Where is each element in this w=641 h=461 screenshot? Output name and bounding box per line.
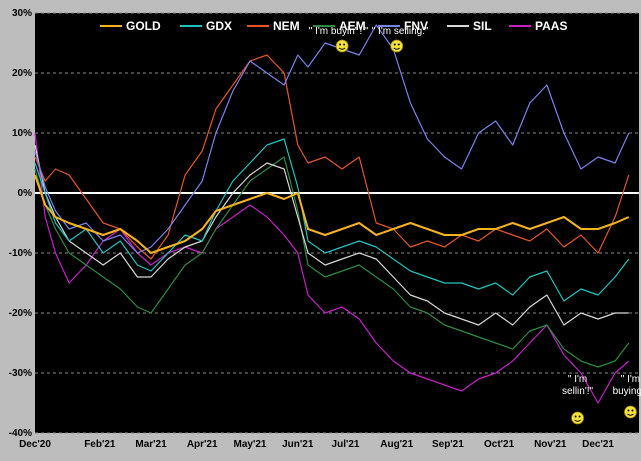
emoji-mouth [393, 47, 401, 50]
legend: GOLD GDX NEM AEM FNV SIL PAAS [100, 19, 567, 33]
legend-label-sil: SIL [473, 19, 492, 33]
emoji-sell-icon [571, 411, 584, 425]
y-tick-label: -10% [9, 248, 32, 259]
emoji-eye [339, 43, 342, 46]
series-line-gdx [34, 138, 630, 302]
annotation-label: buying." [613, 386, 641, 397]
legend-label-paas: PAAS [535, 19, 567, 33]
emoji-eye [343, 43, 346, 46]
y-tick-label: -40% [9, 428, 32, 439]
emoji-eye [393, 43, 396, 46]
x-tick-label: Dec'20 [19, 439, 51, 450]
annotations: " I'm buyin' ! " " I'm selling."" I'msell… [309, 26, 641, 397]
plot-background [35, 13, 639, 433]
series-line-sil [34, 144, 629, 326]
series-line-paas [34, 132, 630, 404]
emoji-eye [578, 415, 581, 418]
y-tick-label: 10% [12, 128, 32, 139]
emoji-face [390, 39, 404, 53]
emoji-mouth [627, 413, 634, 416]
y-tick-label: -20% [9, 308, 32, 319]
emoji-face [335, 39, 349, 53]
legend-label-nem: NEM [273, 19, 300, 33]
y-tick-label: 20% [12, 68, 32, 79]
series-line-fnv [34, 24, 630, 254]
emoji-buy-icon [624, 405, 637, 419]
y-tick-label: -30% [9, 368, 32, 379]
emoji-eye [627, 409, 630, 412]
x-tick-label: Aug'21 [380, 439, 413, 450]
annotation-label: sellin'!" [562, 386, 593, 397]
x-tick-label: Oct'21 [484, 439, 515, 450]
y-axis-ticks: 30% 20% 10% 0% -10% -20% -30% -40% [9, 8, 32, 439]
y-tick-label: 30% [12, 8, 32, 19]
x-tick-label: Jun'21 [282, 439, 314, 450]
annotation-label: " I'm [621, 374, 640, 385]
x-tick-label: May'21 [233, 439, 266, 450]
emoji-mouth [338, 47, 346, 50]
emoji-eye [631, 409, 634, 412]
x-tick-label: Mar'21 [135, 439, 167, 450]
emoji-eye [574, 415, 577, 418]
gridlines [35, 12, 639, 434]
x-tick-label: Apr'21 [187, 439, 218, 450]
legend-label-gdx: GDX [206, 19, 232, 33]
x-tick-label: Sep'21 [432, 439, 464, 450]
series-lines [34, 24, 630, 404]
legend-label-aem: AEM [339, 19, 366, 33]
emoji-face [571, 411, 584, 425]
annotation-label: " I'm [568, 374, 587, 385]
x-axis-ticks: Dec'20 Feb'21 Mar'21 Apr'21 May'21 Jun'21 Jul'… [19, 439, 614, 450]
legend-label-gold: GOLD [126, 19, 161, 33]
x-tick-label: Nov'21 [534, 439, 567, 450]
legend-label-fnv: FNV [404, 19, 428, 33]
emoji-buy-icon [335, 39, 349, 53]
annotation-label: " I'm selling." [372, 26, 429, 37]
x-tick-label: Feb'21 [84, 439, 116, 450]
y-tick-label: 0% [18, 188, 33, 199]
annotation-label: " I'm buyin' ! " [309, 26, 369, 37]
emoji-eye [397, 43, 400, 46]
series-line-gold [34, 174, 630, 254]
series-line-aem [34, 156, 630, 368]
emoji-face [624, 405, 637, 419]
emoji-sell-icon [390, 39, 404, 53]
x-tick-label: Dec'21 [582, 439, 614, 450]
emoji-mouth [574, 419, 581, 422]
x-tick-label: Jul'21 [332, 439, 360, 450]
emoji-markers [335, 39, 637, 425]
